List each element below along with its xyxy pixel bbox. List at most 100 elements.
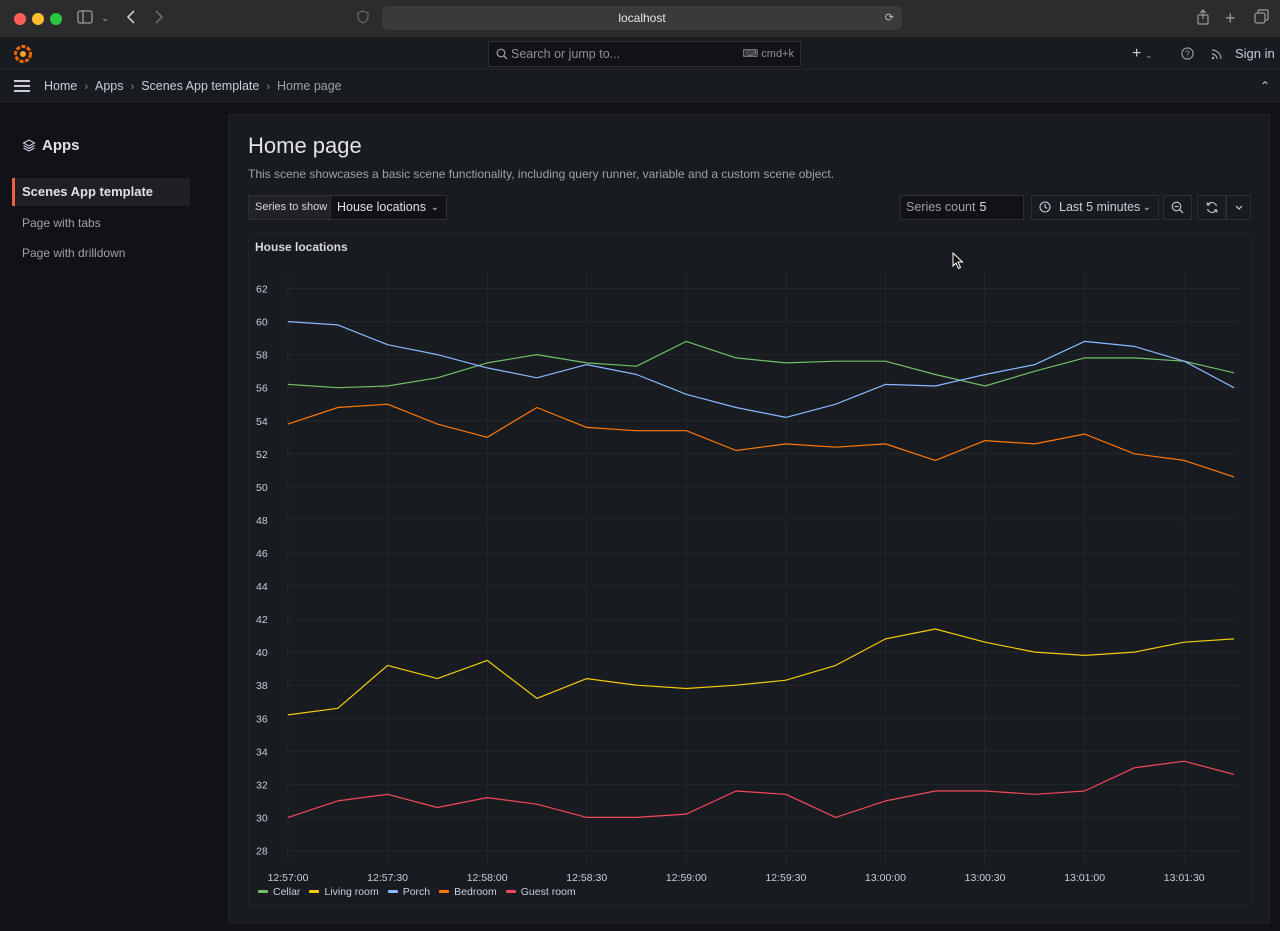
y-tick-label: 36 [256, 713, 268, 725]
legend-swatch [505, 890, 516, 893]
series-line-living-room [287, 628, 1235, 716]
menu-icon[interactable] [14, 80, 30, 92]
sign-in-link[interactable]: Sign in [1235, 46, 1275, 61]
y-tick-label: 34 [256, 746, 268, 758]
series-line-porch [287, 321, 1235, 418]
translate-reload-icons[interactable]: ⟳ [884, 12, 894, 24]
y-tick-label: 52 [256, 449, 268, 461]
breadcrumb-apps[interactable]: Apps [95, 79, 124, 93]
y-tick-label: 40 [256, 647, 268, 659]
y-tick-label: 54 [256, 416, 268, 428]
close-window-button[interactable] [14, 13, 26, 25]
legend-item[interactable]: Bedroom [439, 886, 497, 898]
timeseries-panel[interactable]: 28 30 32 34 36 38 40 42 44 46 48 50 52 54 56 58 60 62 12:5… [248, 233, 1252, 905]
sidebar-item-page-with-tabs[interactable]: Page with tabs [22, 216, 101, 230]
legend-swatch [439, 890, 450, 893]
y-tick-label: 60 [256, 317, 268, 329]
refresh-interval-button[interactable] [1226, 195, 1251, 220]
y-tick-label: 58 [256, 350, 268, 362]
maximize-window-button[interactable] [50, 13, 62, 25]
sidebar-item-scenes-app-template[interactable]: Scenes App template [12, 178, 190, 206]
search-input[interactable]: Search or jump to... ⌨ cmd+k [488, 41, 801, 67]
top-navigation: Search or jump to... ⌨ cmd+k + ⌄ ? Sign … [0, 38, 1280, 70]
legend-item[interactable]: Living room [309, 886, 379, 898]
privacy-shield-icon[interactable] [357, 9, 369, 29]
breadcrumb-current: Home page [277, 79, 342, 93]
sidebar-item-page-with-drilldown[interactable]: Page with drilldown [22, 246, 126, 260]
search-shortcut: ⌨ cmd+k [742, 48, 794, 60]
x-tick-label: 12:57:00 [268, 872, 309, 884]
clock-icon [1039, 201, 1051, 213]
back-icon[interactable] [126, 9, 136, 29]
series-count-input[interactable]: Series count 5 [900, 195, 1024, 220]
chevron-down-icon[interactable]: ⌄ [101, 13, 110, 24]
grafana-logo-icon[interactable] [13, 44, 33, 64]
mouse-cursor-icon [952, 252, 964, 270]
zoom-out-button[interactable] [1163, 195, 1192, 220]
y-tick-label: 48 [256, 515, 268, 527]
legend-item[interactable]: Guest room [505, 886, 576, 898]
chevron-up-icon[interactable]: ⌃ [1259, 79, 1270, 93]
zoom-out-icon [1171, 201, 1184, 214]
address-bar[interactable]: localhost ⟳ [382, 6, 902, 30]
url-text: localhost [618, 11, 666, 25]
breadcrumb: Home › Apps › Scenes App template › Home page [44, 70, 342, 102]
minimize-window-button[interactable] [32, 13, 44, 25]
svg-text:?: ? [1185, 50, 1190, 59]
series-count-value: 5 [979, 200, 987, 214]
x-tick-label: 13:00:00 [865, 872, 906, 884]
tab-overview-icon[interactable] [1254, 9, 1269, 29]
legend-label: Porch [402, 886, 431, 898]
sidebar-title: Apps [22, 137, 80, 154]
chevron-right-icon: › [130, 81, 135, 93]
share-icon[interactable] [1196, 9, 1210, 30]
legend-label: Guest room [520, 886, 576, 898]
legend-label: Living room [324, 886, 379, 898]
time-range-label: Last 5 minutes [1059, 200, 1141, 214]
forward-icon[interactable] [154, 9, 164, 29]
chevron-right-icon: › [266, 81, 270, 93]
variable-select[interactable]: House locations ⌄ [330, 195, 447, 220]
breadcrumb-home[interactable]: Home [44, 79, 78, 93]
line-chart[interactable]: 28 30 32 34 36 38 40 42 44 46 48 50 52 54 56 58 60 62 12:5… [249, 234, 1253, 906]
time-range-picker[interactable]: Last 5 minutes ⌄ [1031, 195, 1159, 220]
x-tick-label: 12:58:00 [467, 872, 508, 884]
chevron-down-icon: ⌄ [430, 202, 439, 213]
y-tick-label: 46 [256, 548, 268, 560]
sidebar-toggle-icon[interactable] [77, 9, 93, 29]
plus-icon: + [1132, 45, 1142, 62]
y-tick-label: 32 [256, 779, 268, 791]
legend-item[interactable]: Cellar [258, 886, 300, 898]
chevron-down-icon [1235, 205, 1243, 210]
layers-icon [22, 139, 36, 152]
x-tick-label: 12:58:30 [566, 872, 607, 884]
panel-title: House locations [255, 240, 348, 254]
help-icon: ? [1181, 47, 1194, 60]
legend-swatch [258, 890, 268, 893]
page-title: Home page [248, 133, 362, 158]
rss-icon [1211, 49, 1222, 60]
refresh-button[interactable] [1197, 195, 1226, 220]
y-tick-label: 44 [256, 581, 268, 593]
breadcrumb-scenes-app[interactable]: Scenes App template [141, 79, 260, 93]
news-button[interactable] [1211, 38, 1223, 70]
main-content: Home page This scene showcases a basic s… [228, 114, 1270, 924]
y-tick-label: 38 [256, 680, 268, 692]
x-tick-label: 12:59:30 [765, 872, 806, 884]
page-description: This scene showcases a basic scene funct… [248, 167, 835, 181]
variable-value: House locations [337, 200, 426, 214]
chart-legend: Cellar Living room Porch Bedroom Guest room [258, 886, 585, 898]
series-line-cellar [287, 340, 1235, 389]
y-tick-label: 50 [256, 482, 268, 494]
x-tick-label: 12:57:30 [367, 872, 408, 884]
legend-swatch [387, 890, 398, 893]
help-button[interactable]: ? [1181, 38, 1194, 70]
x-tick-label: 13:01:30 [1164, 872, 1205, 884]
new-tab-icon[interactable]: + [1225, 8, 1236, 28]
search-placeholder: Search or jump to... [511, 47, 621, 61]
chevron-down-icon: ⌄ [1144, 50, 1153, 60]
series-count-label: Series count [906, 200, 976, 214]
legend-item[interactable]: Porch [387, 886, 431, 898]
breadcrumb-bar: Home › Apps › Scenes App template › Home page … [0, 70, 1280, 102]
new-menu-button[interactable]: + ⌄ [1132, 38, 1153, 70]
